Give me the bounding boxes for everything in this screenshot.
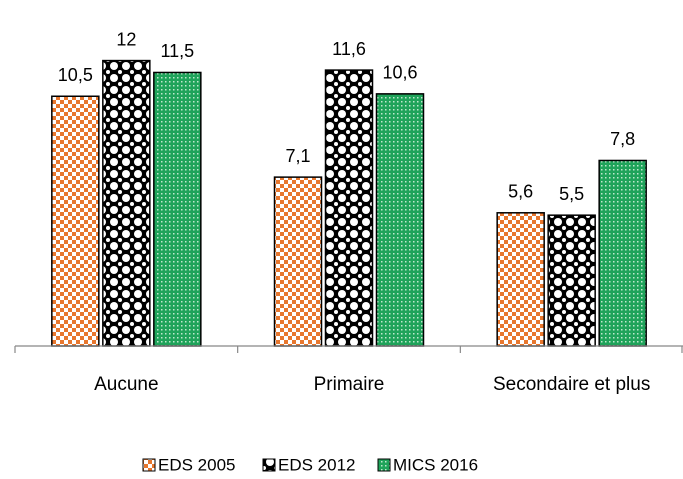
x-tick-label: Aucune (94, 374, 158, 395)
legend-label: EDS 2012 (278, 455, 356, 474)
data-label: 5,5 (559, 184, 584, 204)
bar (324, 69, 374, 347)
bar (496, 212, 545, 347)
x-tick-label: Primaire (314, 374, 385, 395)
data-label: 12 (116, 29, 136, 49)
legend-label: EDS 2005 (158, 455, 236, 474)
data-label: 11,5 (160, 41, 194, 61)
data-label: 7,8 (610, 129, 635, 149)
data-label: 10,6 (382, 63, 417, 83)
bar (102, 59, 151, 347)
legend-swatch (142, 458, 156, 472)
bar (547, 214, 596, 347)
x-tick-label: Secondaire et plus (493, 374, 650, 395)
legend-label: MICS 2016 (393, 455, 478, 474)
bar (598, 159, 647, 347)
bar (273, 176, 323, 347)
bar (375, 93, 425, 347)
bar (51, 95, 100, 347)
legend-swatch (377, 458, 391, 472)
data-label: 10,5 (58, 65, 93, 85)
data-label: 11,6 (332, 39, 366, 59)
legend-swatch (262, 458, 276, 472)
data-label: 7,1 (285, 146, 310, 166)
data-label: 5,6 (508, 182, 533, 202)
bar (153, 71, 202, 347)
